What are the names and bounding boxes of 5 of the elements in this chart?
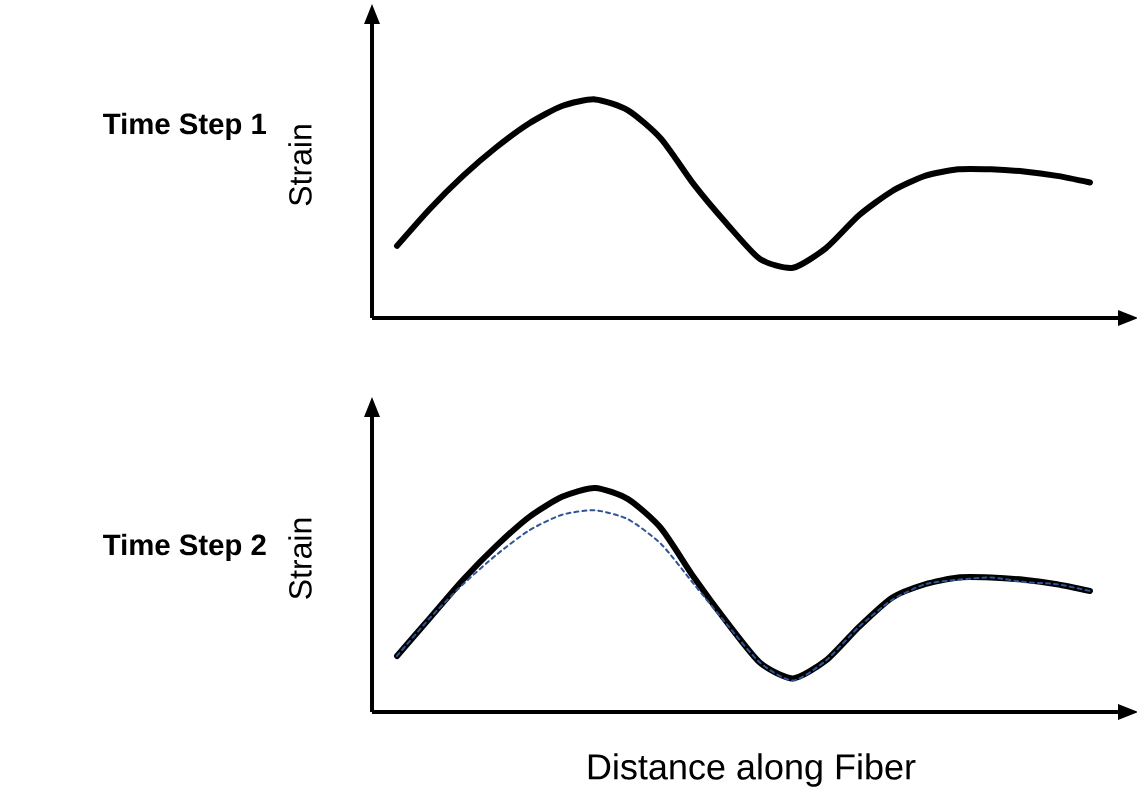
y-axis-title: Strain <box>288 125 312 206</box>
chart-title: Time Step 1 <box>103 112 266 141</box>
y-axis-title: Strain <box>288 518 312 599</box>
text: Time Step 2 <box>103 533 266 562</box>
x-axis-title: Distance along Fiber <box>588 753 916 787</box>
